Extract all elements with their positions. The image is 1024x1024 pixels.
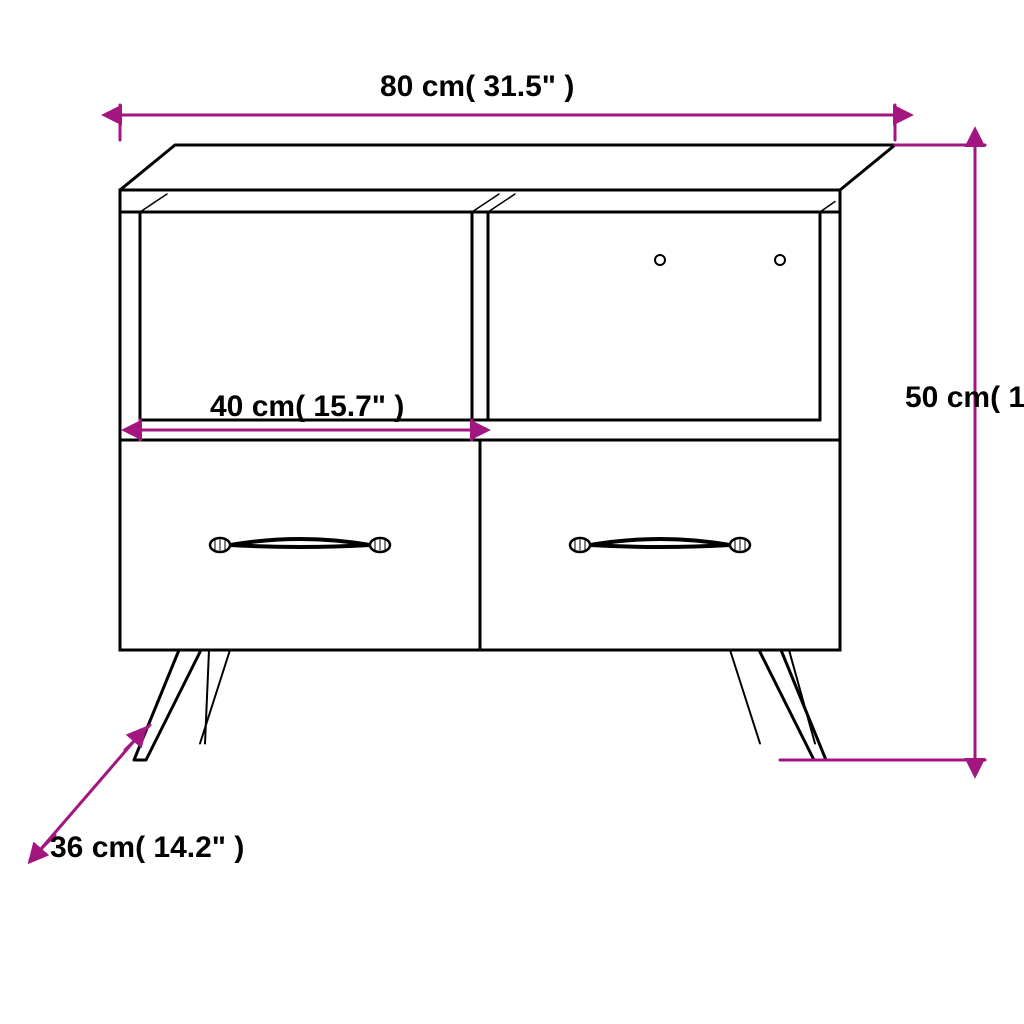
width-label: 80 cm( 31.5" ) [380,70,574,104]
drawer-label: 40 cm( 15.7" ) [210,390,404,424]
depth-label: 36 cm( 14.2" ) [50,830,180,866]
height-label: 50 cm( 19.7" ) [905,380,945,416]
